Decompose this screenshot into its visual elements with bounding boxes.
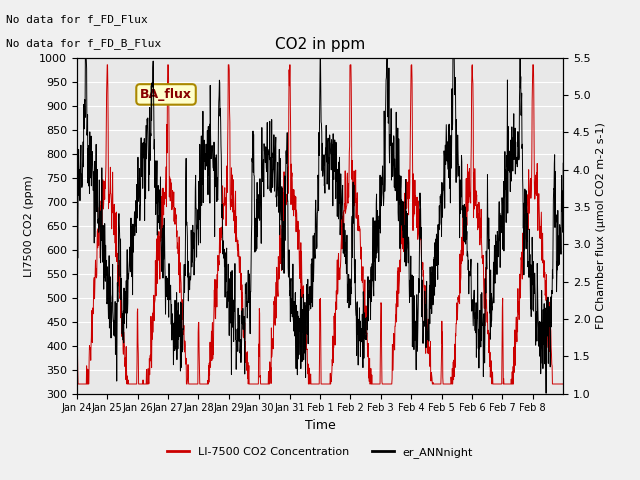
- Text: BA_flux: BA_flux: [140, 88, 192, 101]
- Text: No data for f_FD_Flux: No data for f_FD_Flux: [6, 14, 148, 25]
- Legend: LI-7500 CO2 Concentration, er_ANNnight: LI-7500 CO2 Concentration, er_ANNnight: [163, 442, 477, 462]
- X-axis label: Time: Time: [305, 419, 335, 432]
- Y-axis label: LI7500 CO2 (ppm): LI7500 CO2 (ppm): [24, 175, 33, 276]
- Text: No data for f_FD_B_Flux: No data for f_FD_B_Flux: [6, 38, 162, 49]
- Y-axis label: FD Chamber flux (μmol CO2 m-2 s-1): FD Chamber flux (μmol CO2 m-2 s-1): [596, 122, 606, 329]
- Title: CO2 in ppm: CO2 in ppm: [275, 37, 365, 52]
